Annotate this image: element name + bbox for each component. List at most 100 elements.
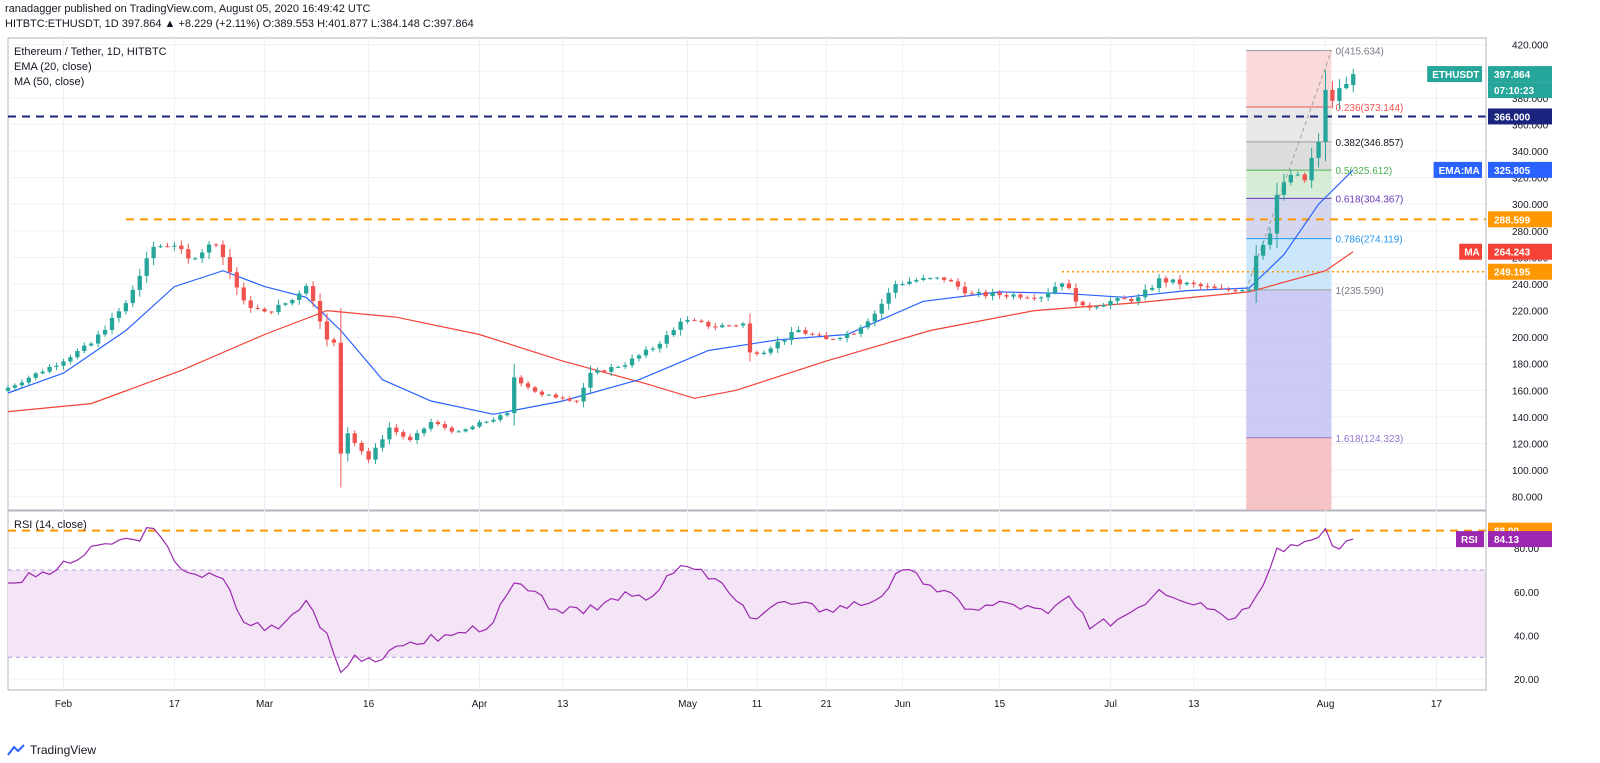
- candle-body: [616, 366, 621, 368]
- candle-body: [1073, 288, 1079, 302]
- candle-body: [428, 422, 434, 429]
- candle-body: [941, 277, 947, 280]
- ema20-line: [7, 169, 1354, 415]
- candle-body: [290, 299, 295, 304]
- candle-body: [865, 321, 870, 328]
- candle-body: [1094, 306, 1099, 308]
- rsi-value-tag-value: 84.13: [1494, 535, 1519, 546]
- rsi-tick-label: 40.00: [1514, 631, 1539, 642]
- candle-body: [1143, 289, 1148, 298]
- candle-body: [1045, 292, 1051, 298]
- candle-body: [442, 424, 448, 428]
- candle-body: [803, 330, 808, 334]
- fib-level-label: 0(415.634): [1336, 46, 1384, 57]
- candle-body: [5, 387, 11, 391]
- fib-zone: [1246, 106, 1332, 142]
- candle-body: [158, 246, 163, 248]
- candle-body: [747, 323, 753, 353]
- candle-body: [518, 377, 524, 384]
- fib-zone: [1246, 50, 1332, 107]
- rsi-pane: [8, 527, 1486, 674]
- fibonacci-retracement[interactable]: 0(415.634) 0.236(373.144) 0.382(346.857) 0.…: [1245, 46, 1404, 510]
- legend-item: Ethereum / Tether, 1D, HITBTC: [14, 46, 167, 58]
- candle-body: [837, 337, 843, 340]
- candle-body: [754, 352, 760, 355]
- time-tick-label: 17: [169, 699, 181, 710]
- candle-body: [213, 244, 219, 246]
- rsi-tick-label: 80.00: [1514, 544, 1539, 555]
- candle-body: [983, 292, 988, 297]
- candle-body: [1247, 289, 1252, 291]
- candle-body: [165, 246, 170, 248]
- candle-body: [109, 317, 115, 330]
- candle-body: [1281, 182, 1287, 195]
- level-288-tag-bg: [1488, 211, 1552, 228]
- price-tick-label: 160.000: [1512, 386, 1549, 397]
- candle-body: [948, 279, 954, 282]
- candle-body: [387, 427, 392, 440]
- candle-body: [123, 303, 129, 312]
- series-2-tag-value: 264.243: [1494, 248, 1531, 259]
- candle-body: [137, 275, 142, 290]
- series-name-tag-bg: [1433, 161, 1482, 178]
- price-tick-label: 80.000: [1512, 493, 1543, 504]
- fib-extension-zone: [1246, 437, 1332, 510]
- candle-body: [893, 284, 898, 293]
- candle-body: [796, 330, 801, 333]
- series-0-tag-bg: [1488, 66, 1552, 83]
- price-tick-label: 200.000: [1512, 333, 1549, 344]
- candle-body: [851, 333, 857, 335]
- candle-body: [463, 429, 468, 432]
- candle-body: [609, 367, 614, 372]
- rsi-line: [8, 527, 1354, 674]
- candle-body: [1018, 294, 1023, 298]
- candle-body: [116, 311, 122, 318]
- candle-body: [1059, 283, 1065, 287]
- price-chart[interactable]: 0(415.634) 0.236(373.144) 0.382(346.857) 0.…: [0, 0, 1600, 740]
- time-tick-label: 13: [1188, 699, 1200, 710]
- candle-body: [844, 333, 850, 338]
- candle-body: [345, 433, 350, 454]
- time-tick-label: 13: [557, 699, 569, 710]
- candle-body: [484, 421, 489, 423]
- fib-level-label: 0.5(325.612): [1336, 166, 1393, 177]
- fib-level-label: 1(235.590): [1336, 286, 1384, 297]
- candle-body: [574, 400, 579, 402]
- candle-body: [172, 245, 177, 247]
- candle-body: [546, 394, 552, 396]
- candle-body: [602, 370, 607, 372]
- candle-body: [366, 451, 371, 460]
- fib-level-label: 0.382(346.857): [1336, 138, 1404, 149]
- time-tick-label: Jun: [894, 699, 910, 710]
- candle-body: [1170, 279, 1176, 283]
- candle-body: [1136, 297, 1141, 302]
- candle-body: [650, 348, 656, 350]
- candle-body: [40, 371, 45, 374]
- candle-body: [456, 431, 461, 433]
- fib-zone: [1246, 289, 1332, 438]
- candle-body: [193, 258, 198, 260]
- candle-body: [359, 442, 364, 452]
- candle-body: [1011, 294, 1016, 297]
- candle-body: [12, 385, 18, 388]
- candle-body: [435, 422, 441, 425]
- price-tick-label: 340.000: [1512, 147, 1549, 158]
- candle-body: [1205, 286, 1210, 288]
- time-tick-label: Jul: [1104, 699, 1117, 710]
- candle-body: [1295, 174, 1300, 176]
- candle-body: [1344, 83, 1349, 89]
- candle-body: [1115, 298, 1120, 301]
- candle-body: [1191, 282, 1196, 285]
- candle-body: [629, 358, 635, 366]
- candle-body: [130, 289, 135, 304]
- candle-body: [657, 343, 662, 349]
- time-tick-label: May: [678, 699, 697, 710]
- candle-body: [186, 249, 191, 259]
- candle-body: [491, 419, 496, 422]
- candle-body: [678, 321, 683, 330]
- tradingview-logo[interactable]: TradingView: [6, 743, 96, 757]
- time-tick-label: Aug: [1317, 699, 1335, 710]
- series-name-tag-label: MA: [1464, 248, 1480, 259]
- candle-body: [789, 332, 794, 341]
- series-1-tag-value: 325.805: [1494, 166, 1531, 177]
